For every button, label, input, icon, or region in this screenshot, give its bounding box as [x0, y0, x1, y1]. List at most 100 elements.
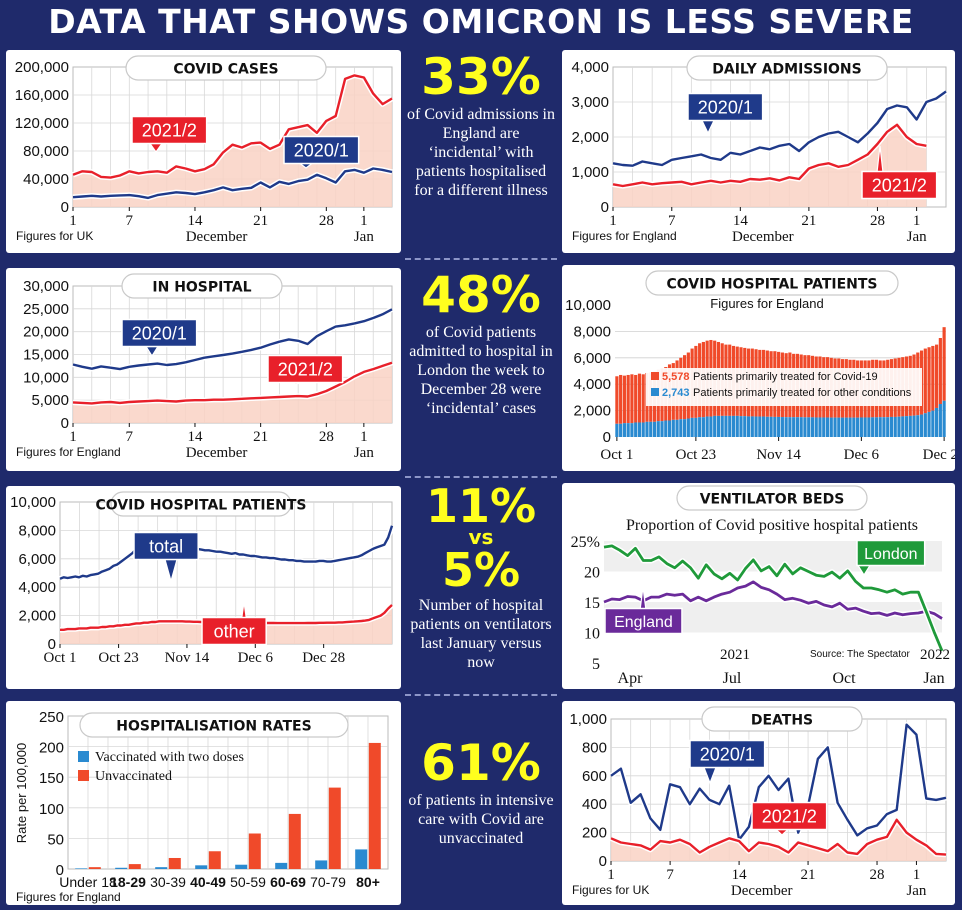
x-tick-label: 14	[187, 429, 203, 445]
legend-swatch	[78, 751, 89, 762]
series-label-box	[121, 318, 198, 348]
bar-other-conditions	[810, 417, 815, 437]
bar-covid-primary	[942, 327, 946, 401]
bar-other-conditions	[664, 420, 668, 437]
bar-covid-primary	[634, 374, 638, 423]
bar-unvaccinated	[248, 833, 261, 869]
x-tick-label: Dec 6	[844, 447, 880, 463]
bar-unvaccinated	[208, 851, 221, 869]
x-axis-end-label: Jan	[354, 229, 374, 245]
bar-unvaccinated	[168, 857, 181, 869]
figures-note: Figures for England	[16, 890, 121, 904]
x-tick-label: 28	[870, 867, 885, 883]
stat-unvaccinated: 61% of patients in intensive care with C…	[405, 738, 557, 848]
bar-vaccinated	[235, 864, 248, 869]
figures-note: Figures for UK	[16, 229, 93, 243]
y-tick-label: 25%	[571, 534, 600, 551]
bar-other-conditions	[750, 416, 754, 437]
x-tick-label: Nov 14	[165, 650, 210, 666]
bar-other-conditions	[792, 417, 796, 437]
x-tick-label: 21	[253, 213, 268, 229]
x-tick-label: 7	[668, 213, 676, 229]
bar-other-conditions	[844, 417, 848, 437]
y-tick-label: 20	[584, 565, 600, 582]
chart-subtitle: Figures for England	[710, 296, 823, 311]
bar-other-conditions	[724, 415, 728, 437]
y-tick-label: 5,000	[31, 392, 69, 409]
legend-value: 2,743	[662, 387, 690, 399]
x-category-label: 40-49	[190, 874, 226, 890]
chart-title-box	[676, 485, 868, 511]
x-tick-label: 14	[732, 867, 748, 883]
series-label-box	[861, 170, 938, 200]
bar-other-conditions	[927, 411, 931, 437]
bar-covid-primary	[931, 345, 935, 411]
x-tick-label: 21	[253, 429, 268, 445]
bar-other-conditions	[746, 416, 751, 437]
y-tick-label: 2,000	[573, 403, 611, 420]
series-label-box	[201, 616, 267, 646]
y-axis-label: Rate per 100,000	[14, 743, 29, 843]
bar-unvaccinated	[128, 864, 141, 869]
bar-other-conditions	[626, 423, 630, 437]
x-tick-label: Oct 23	[676, 447, 716, 463]
x-axis-end-label: Jan	[906, 883, 926, 899]
bar-other-conditions	[799, 417, 803, 437]
x-tick-label: 1	[360, 429, 368, 445]
y-tick-label: 0	[599, 853, 607, 870]
bar-other-conditions	[931, 410, 935, 437]
bar-other-conditions	[893, 416, 897, 437]
bar-covid-primary	[927, 347, 931, 412]
series-label: other	[214, 621, 255, 641]
x-tick-label: 28	[319, 213, 334, 229]
stat-divider	[405, 258, 557, 260]
series-label: 2021/2	[762, 806, 817, 826]
y-tick-label: 80,000	[23, 143, 69, 160]
bar-covid-primary	[622, 375, 626, 424]
y-tick-label: 1,000	[569, 711, 607, 728]
bar-other-conditions	[630, 423, 634, 437]
y-tick-label: 20,000	[23, 324, 69, 341]
stat-incidental-london: 48% of Covid patients admitted to hospit…	[405, 270, 557, 418]
bar-other-conditions	[777, 416, 781, 437]
bar-other-conditions	[859, 417, 863, 437]
bar-other-conditions	[679, 419, 683, 437]
bar-vaccinated	[275, 862, 288, 869]
chart-title: IN HOSPITAL	[152, 280, 251, 296]
x-tick-label: 1	[913, 213, 921, 229]
y-tick-label: 6,000	[573, 350, 611, 367]
chart-svg: 0 5,000 10,000 15,000 20,000 25,000 30,000 IN H…	[16, 273, 394, 461]
x-tick-label: 28	[870, 213, 885, 229]
series-2020-1-line	[72, 308, 393, 371]
series-label: 2020/1	[294, 140, 349, 160]
y-tick-label: 3,000	[571, 94, 609, 111]
bar-other-conditions	[656, 421, 660, 437]
series-label: 2021/2	[872, 175, 927, 195]
bar-other-conditions	[871, 417, 875, 437]
x-tick-label: 1	[69, 213, 77, 229]
bar-other-conditions	[735, 415, 739, 437]
y-tick-label: 150	[39, 770, 64, 787]
stat-percent: 61%	[421, 734, 541, 792]
x-category-label: Under 18	[59, 874, 117, 890]
series-label: total	[149, 536, 183, 556]
y-tick-label: 0	[48, 636, 56, 653]
series-label-box	[856, 539, 926, 567]
bar-other-conditions	[874, 417, 878, 437]
stat-percent: 48%	[421, 266, 541, 324]
series-2021-2-line	[72, 74, 393, 179]
bar-other-conditions	[912, 415, 916, 437]
year-label: 2021	[720, 647, 750, 663]
bar-other-conditions	[889, 416, 894, 437]
x-tick-label: 1	[360, 213, 368, 229]
series-label-box	[604, 607, 683, 635]
bar-other-conditions	[780, 417, 784, 437]
chart-title: DEATHS	[751, 713, 813, 729]
daily-admissions-panel: 0 1,000 2,000 3,000 4,000 DAILY ADMISSIONS 202…	[562, 50, 955, 253]
bar-unvaccinated	[88, 867, 101, 869]
bar-other-conditions	[882, 417, 886, 437]
bar-other-conditions	[848, 417, 852, 437]
x-axis-end-label: Jan	[354, 445, 374, 461]
bar-covid-primary	[641, 374, 645, 423]
series-london-line	[603, 544, 944, 652]
